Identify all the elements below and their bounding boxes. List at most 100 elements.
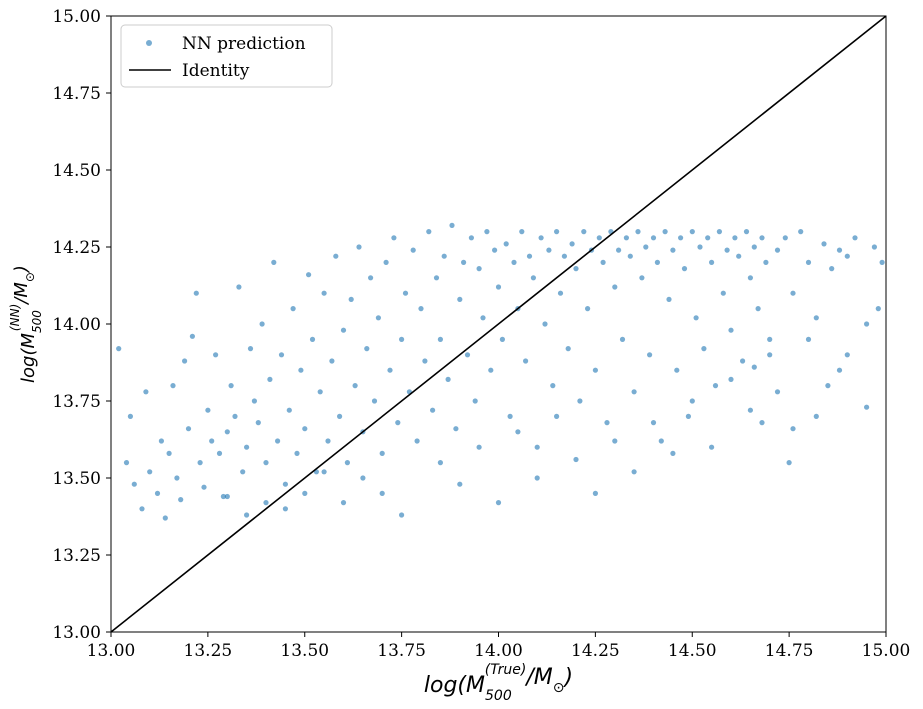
scatter-point [441, 253, 447, 259]
scatter-point [554, 229, 560, 235]
scatter-point [736, 253, 742, 259]
scatter-point [782, 235, 788, 241]
scatter-point [464, 352, 471, 358]
scatter-point [340, 500, 347, 506]
scatter-point [864, 321, 870, 327]
scatter-point [569, 241, 575, 247]
x-tick-label: 14.00 [474, 641, 523, 661]
scatter-point [476, 444, 482, 450]
scatter-point [767, 352, 773, 358]
scatter-point [278, 352, 285, 358]
scatter-point [298, 367, 304, 373]
scatter-point [321, 469, 327, 475]
scatter-point [530, 275, 537, 281]
scatter-point [224, 493, 230, 500]
scatter-point [720, 290, 726, 296]
scatter-point [743, 229, 750, 235]
scatter-point [437, 336, 443, 342]
scatter-point [356, 244, 362, 250]
legend-label-identity: Identity [182, 61, 250, 81]
scatter-point [825, 383, 831, 389]
scatter-point [864, 404, 870, 410]
scatter-point [798, 229, 804, 235]
scatter-point [197, 460, 203, 466]
scatter-point [747, 275, 754, 281]
scatter-point [852, 235, 858, 241]
scatter-point [829, 266, 835, 272]
scatter-point [422, 358, 428, 364]
scatter-point [619, 336, 626, 342]
scatter-point [534, 444, 540, 450]
scatter-point [302, 426, 308, 432]
scatter-point [577, 398, 583, 404]
scatter-point [158, 438, 164, 444]
scatter-point [542, 321, 548, 327]
scatter-point [139, 506, 145, 512]
scatter-point [600, 259, 606, 265]
scatter-point [689, 229, 695, 235]
scatter-point [821, 241, 827, 247]
scatter-point [286, 407, 292, 413]
scatter-point [321, 290, 327, 296]
scatter-point [201, 484, 207, 490]
scatter-point [399, 336, 405, 342]
scatter-point [348, 296, 354, 302]
scatter-point [216, 450, 223, 456]
scatter-point [488, 367, 494, 373]
scatter-point [449, 222, 455, 228]
scatter-point [879, 259, 885, 265]
scatter-point [612, 438, 618, 444]
scatter-point [457, 481, 463, 487]
scatter-point [712, 383, 719, 389]
scatter-point [333, 253, 339, 259]
scatter-point [325, 438, 331, 444]
scatter-point [581, 229, 587, 235]
scatter-point [705, 235, 711, 241]
scatter-point [786, 460, 792, 466]
scatter-point [592, 367, 599, 373]
scatter-point [387, 367, 393, 373]
scatter-point [484, 229, 490, 235]
scatter-point [174, 475, 180, 481]
scatter-point [635, 229, 641, 235]
scatter-point [271, 259, 277, 265]
scatter-point [670, 450, 676, 456]
scatter-point [154, 490, 161, 496]
scatter-point [399, 512, 405, 518]
scatter-point [213, 352, 219, 358]
scatter-point [123, 460, 130, 466]
scatter-point [538, 235, 544, 241]
x-axis: 13.00 13.25 13.50 13.75 14.00 14.25 14.50 14.75… [87, 632, 910, 661]
scatter-point [209, 438, 215, 444]
scatter-point [402, 290, 409, 296]
scatter-point [193, 290, 199, 296]
scatter-point [189, 333, 195, 339]
scatter-point [182, 358, 188, 364]
scatter-point [534, 475, 540, 481]
scatter-point [263, 500, 269, 506]
scatter-point [116, 346, 122, 352]
y-tick-label: 13.75 [52, 392, 101, 412]
scatter-point [162, 515, 168, 521]
scatter-point [561, 253, 568, 259]
scatter-point [662, 229, 668, 235]
scatter-point [294, 450, 300, 456]
scatter-point [767, 336, 773, 342]
scatter-point [805, 259, 812, 265]
scatter-point [844, 253, 850, 259]
scatter-point [790, 290, 796, 296]
scatter-point [763, 259, 769, 265]
scatter-point [472, 398, 478, 404]
scatter-point [371, 398, 378, 404]
scatter-point [681, 266, 688, 272]
x-tick-label: 14.50 [668, 641, 717, 661]
scatter-point [414, 438, 420, 444]
scatter-point [457, 296, 463, 302]
scatter-point [344, 460, 350, 466]
scatter-point [433, 275, 440, 281]
y-tick-label: 13.00 [52, 623, 101, 643]
scatter-point [526, 253, 533, 259]
scatter-point [391, 235, 397, 241]
scatter-point [147, 469, 153, 475]
